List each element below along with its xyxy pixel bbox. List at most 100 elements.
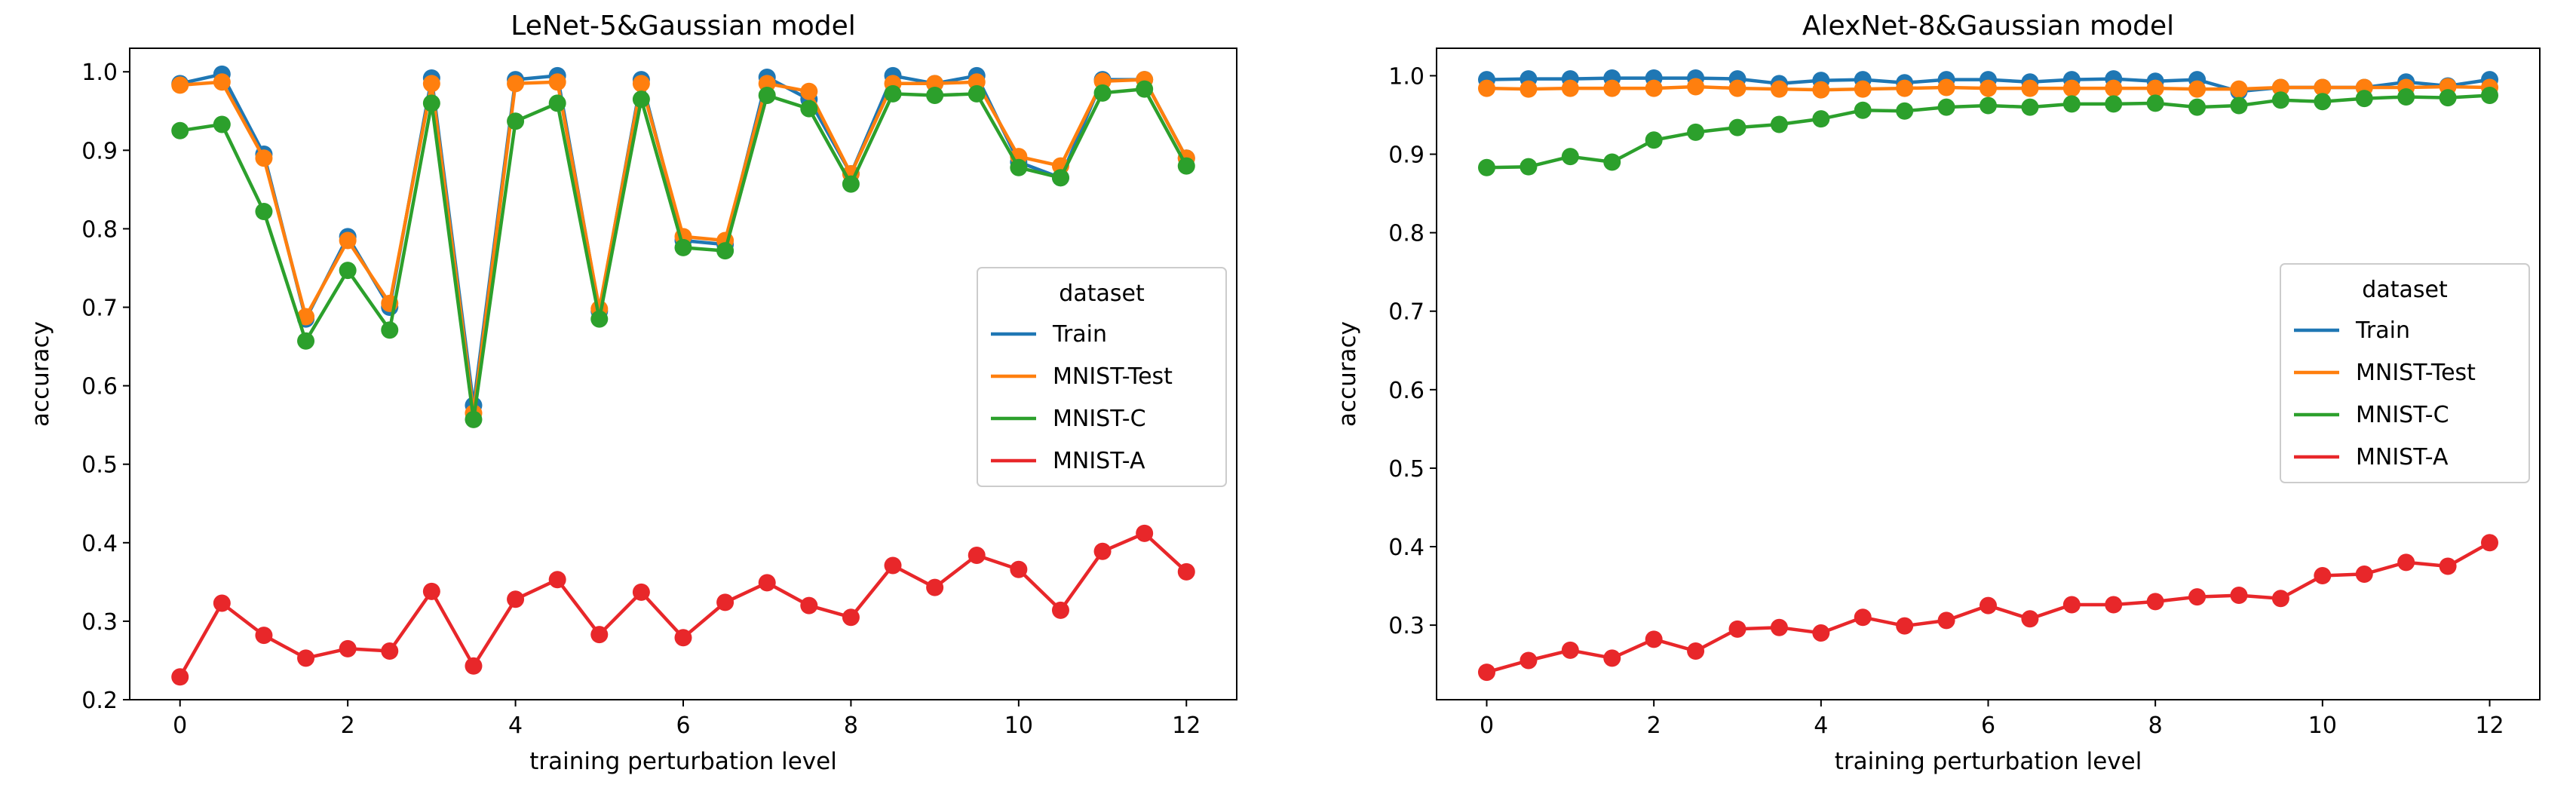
data-point: [1561, 79, 1579, 97]
legend-label: MNIST-A: [2356, 444, 2449, 470]
data-point: [1093, 542, 1112, 560]
data-point: [171, 121, 189, 139]
data-point: [213, 594, 231, 612]
data-point: [548, 571, 566, 589]
data-point: [171, 76, 189, 94]
x-tick-label: 6: [676, 713, 690, 739]
y-tick-label: 0.4: [81, 531, 118, 557]
series-mnist-c: [1478, 86, 2498, 176]
chart-lenet: LeNet-5&Gaussian model 0 2 4 6 8 10 12 0.2 0.3 0.4…: [27, 11, 1237, 775]
data-point: [2230, 97, 2248, 115]
data-point: [2397, 553, 2415, 572]
data-point: [2271, 590, 2289, 608]
legend-label: Train: [2355, 317, 2410, 344]
legend-label: MNIST-C: [1053, 406, 1146, 432]
data-point: [2105, 95, 2123, 113]
data-point: [171, 668, 189, 686]
y-tick-label: 0.9: [81, 138, 118, 164]
data-point: [1896, 102, 1914, 120]
data-point: [1520, 158, 1538, 176]
legend: dataset Train MNIST-Test MNIST-C MNIST-A: [2280, 263, 2530, 483]
data-point: [2439, 89, 2457, 107]
data-point: [2271, 91, 2289, 109]
data-point: [1010, 158, 1028, 176]
legend-label: MNIST-Test: [2356, 360, 2476, 386]
y-tick-label: 0.5: [81, 452, 118, 479]
legend-box: [977, 267, 1227, 487]
data-point: [1728, 118, 1746, 136]
chart-title: AlexNet-8&Gaussian model: [1802, 11, 2174, 41]
data-point: [1051, 601, 1069, 619]
data-point: [255, 203, 273, 221]
data-point: [674, 629, 692, 647]
data-point: [2062, 95, 2081, 113]
chart-alexnet: AlexNet-8&Gaussian model 0 2 4 6 8 10 12 0.3 0.4 0…: [1334, 11, 2541, 775]
y-tick-label: 0.7: [1388, 299, 1424, 326]
y-tick-label: 0.2: [81, 688, 118, 714]
y-tick-label: 1.0: [1388, 63, 1424, 90]
data-point: [213, 115, 231, 133]
data-point: [297, 308, 315, 326]
data-point: [800, 100, 818, 118]
legend-title: dataset: [1059, 280, 1145, 307]
data-point: [2314, 93, 2332, 111]
data-point: [2481, 534, 2498, 552]
x-axis-label: training perturbation level: [1835, 748, 2142, 775]
data-point: [1478, 158, 1495, 176]
data-point: [1603, 649, 1621, 667]
data-point: [213, 73, 231, 91]
data-point: [422, 582, 440, 600]
x-tick-label: 8: [844, 713, 858, 739]
data-point: [2188, 98, 2206, 116]
x-tick-label: 12: [1172, 713, 1201, 739]
data-point: [1770, 115, 1788, 133]
data-point: [2188, 80, 2206, 98]
data-point: [2021, 610, 2039, 628]
legend-title: dataset: [2362, 277, 2448, 303]
data-point: [255, 627, 273, 645]
data-point: [1478, 664, 1495, 682]
series-mnist-c: [171, 80, 1195, 428]
data-point: [1177, 562, 1195, 581]
data-point: [1603, 153, 1621, 171]
data-point: [2146, 79, 2164, 97]
data-point: [1854, 608, 1872, 627]
data-point: [1561, 148, 1579, 166]
data-point: [1980, 79, 1997, 97]
data-point: [465, 410, 483, 428]
data-point: [2062, 79, 2081, 97]
data-point: [884, 556, 902, 575]
data-point: [1937, 611, 1955, 630]
data-point: [297, 649, 315, 667]
y-tick-label: 0.6: [81, 374, 118, 400]
data-point: [968, 84, 986, 103]
data-point: [1645, 630, 1663, 648]
data-point: [1812, 81, 1830, 99]
x-tick-label: 4: [1814, 713, 1828, 739]
series-mnist-a: [171, 524, 1195, 686]
data-point: [926, 578, 944, 596]
y-tick-label: 0.7: [81, 296, 118, 322]
y-tick-label: 0.3: [1388, 613, 1424, 639]
y-tick-label: 0.4: [1388, 535, 1424, 561]
data-point: [1770, 80, 1788, 98]
data-point: [507, 590, 525, 608]
data-point: [465, 657, 483, 675]
data-point: [758, 86, 776, 104]
data-point: [255, 149, 273, 167]
legend-label: Train: [1052, 321, 1107, 348]
data-point: [1093, 84, 1112, 102]
x-tick-label: 0: [173, 713, 187, 739]
data-point: [1051, 169, 1069, 187]
y-tick-label: 0.8: [81, 216, 118, 243]
y-tick-label: 0.5: [1388, 456, 1424, 483]
data-point: [339, 262, 357, 280]
data-point: [2397, 88, 2415, 106]
data-point: [548, 94, 566, 112]
data-point: [1687, 78, 1705, 96]
data-point: [2355, 565, 2373, 583]
y-tick-label: 0.6: [1388, 378, 1424, 404]
data-point: [758, 574, 776, 592]
x-tick-label: 6: [1981, 713, 1995, 739]
